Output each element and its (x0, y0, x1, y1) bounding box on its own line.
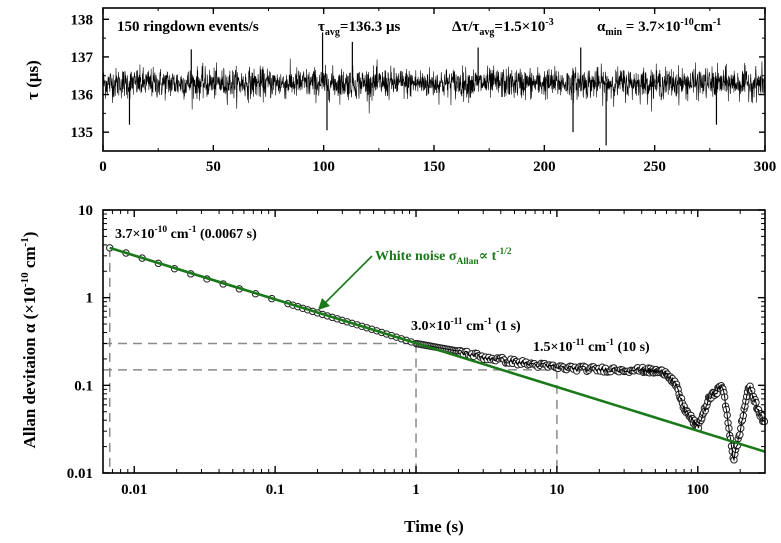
annotation-10s: 1.5×10-11 cm-1 (10 s) (533, 338, 650, 355)
tau-avg-label: τavg=136.3 μs (318, 19, 400, 38)
white-noise-label: White noise σAllan∝ t-1/2 (375, 247, 512, 267)
top-x-tick-label: 150 (423, 159, 446, 175)
bottom-y-tick-label: 0.01 (67, 466, 93, 482)
top-y-tick-label: 135 (71, 125, 94, 141)
top-y-tick-label: 138 (71, 12, 94, 28)
bottom-x-tick-label: 10 (549, 482, 564, 498)
bottom-x-tick-label: 0.01 (121, 482, 147, 498)
top-x-tick-label: 300 (754, 159, 777, 175)
ratio-label: Δτ/τavg=1.5×10-3 (452, 17, 554, 38)
bottom-panel: 0.01 0.1 1 10 100 0.01 0.1 1 10 3.7×10-10 cm-1 … (19, 203, 769, 536)
top-x-ticks: 0 50 100 150 200 250 300 (99, 8, 776, 175)
bottom-x-tick-label: 1 (412, 482, 420, 498)
top-y-axis-label: τ (μs) (23, 60, 42, 100)
bottom-y-tick-label: 1 (86, 291, 94, 307)
top-x-tick-label: 100 (312, 159, 335, 175)
alpha-min-label: αmin = 3.7×10-10cm-1 (597, 17, 721, 38)
allan-line (109, 247, 765, 462)
white-noise-arrow-head (318, 298, 330, 310)
bottom-x-ticks: 0.01 0.1 1 10 100 (102, 210, 766, 498)
events-rate-label: 150 ringdown events/s (117, 19, 259, 35)
bottom-x-tick-label: 0.1 (266, 482, 285, 498)
top-x-tick-label: 250 (643, 159, 666, 175)
reference-dashed-lines (103, 247, 558, 473)
top-x-tick-label: 200 (533, 159, 556, 175)
annotation-min: 3.7×10-10 cm-1 (0.0067 s) (115, 225, 257, 242)
top-panel: 0 50 100 150 200 250 300 135 136 137 138 150 ring… (23, 7, 776, 175)
top-x-tick-label: 0 (99, 159, 107, 175)
annotation-1s: 3.0×10-11 cm-1 (1 s) (411, 317, 521, 334)
bottom-plot-frame (102, 209, 766, 474)
bottom-x-tick-label: 100 (687, 482, 710, 498)
white-noise-fit-line (109, 246, 766, 453)
bottom-y-axis-label: Allan devitaion α (×10-10 cm-1) (19, 232, 39, 449)
tau-noise-path (102, 58, 766, 114)
bottom-y-tick-label: 0.1 (74, 378, 93, 394)
white-noise-arrow-shaft (321, 255, 373, 307)
top-y-tick-label: 136 (71, 88, 94, 104)
bottom-y-ticks: 0.01 0.1 1 10 (67, 203, 765, 482)
top-y-ticks: 135 136 137 138 (71, 12, 765, 141)
bottom-y-tick-label: 10 (78, 203, 93, 219)
top-x-tick-label: 50 (206, 159, 221, 175)
tau-trace (102, 32, 766, 146)
top-y-tick-label: 137 (71, 50, 94, 66)
bottom-x-axis-label: Time (s) (404, 517, 464, 536)
